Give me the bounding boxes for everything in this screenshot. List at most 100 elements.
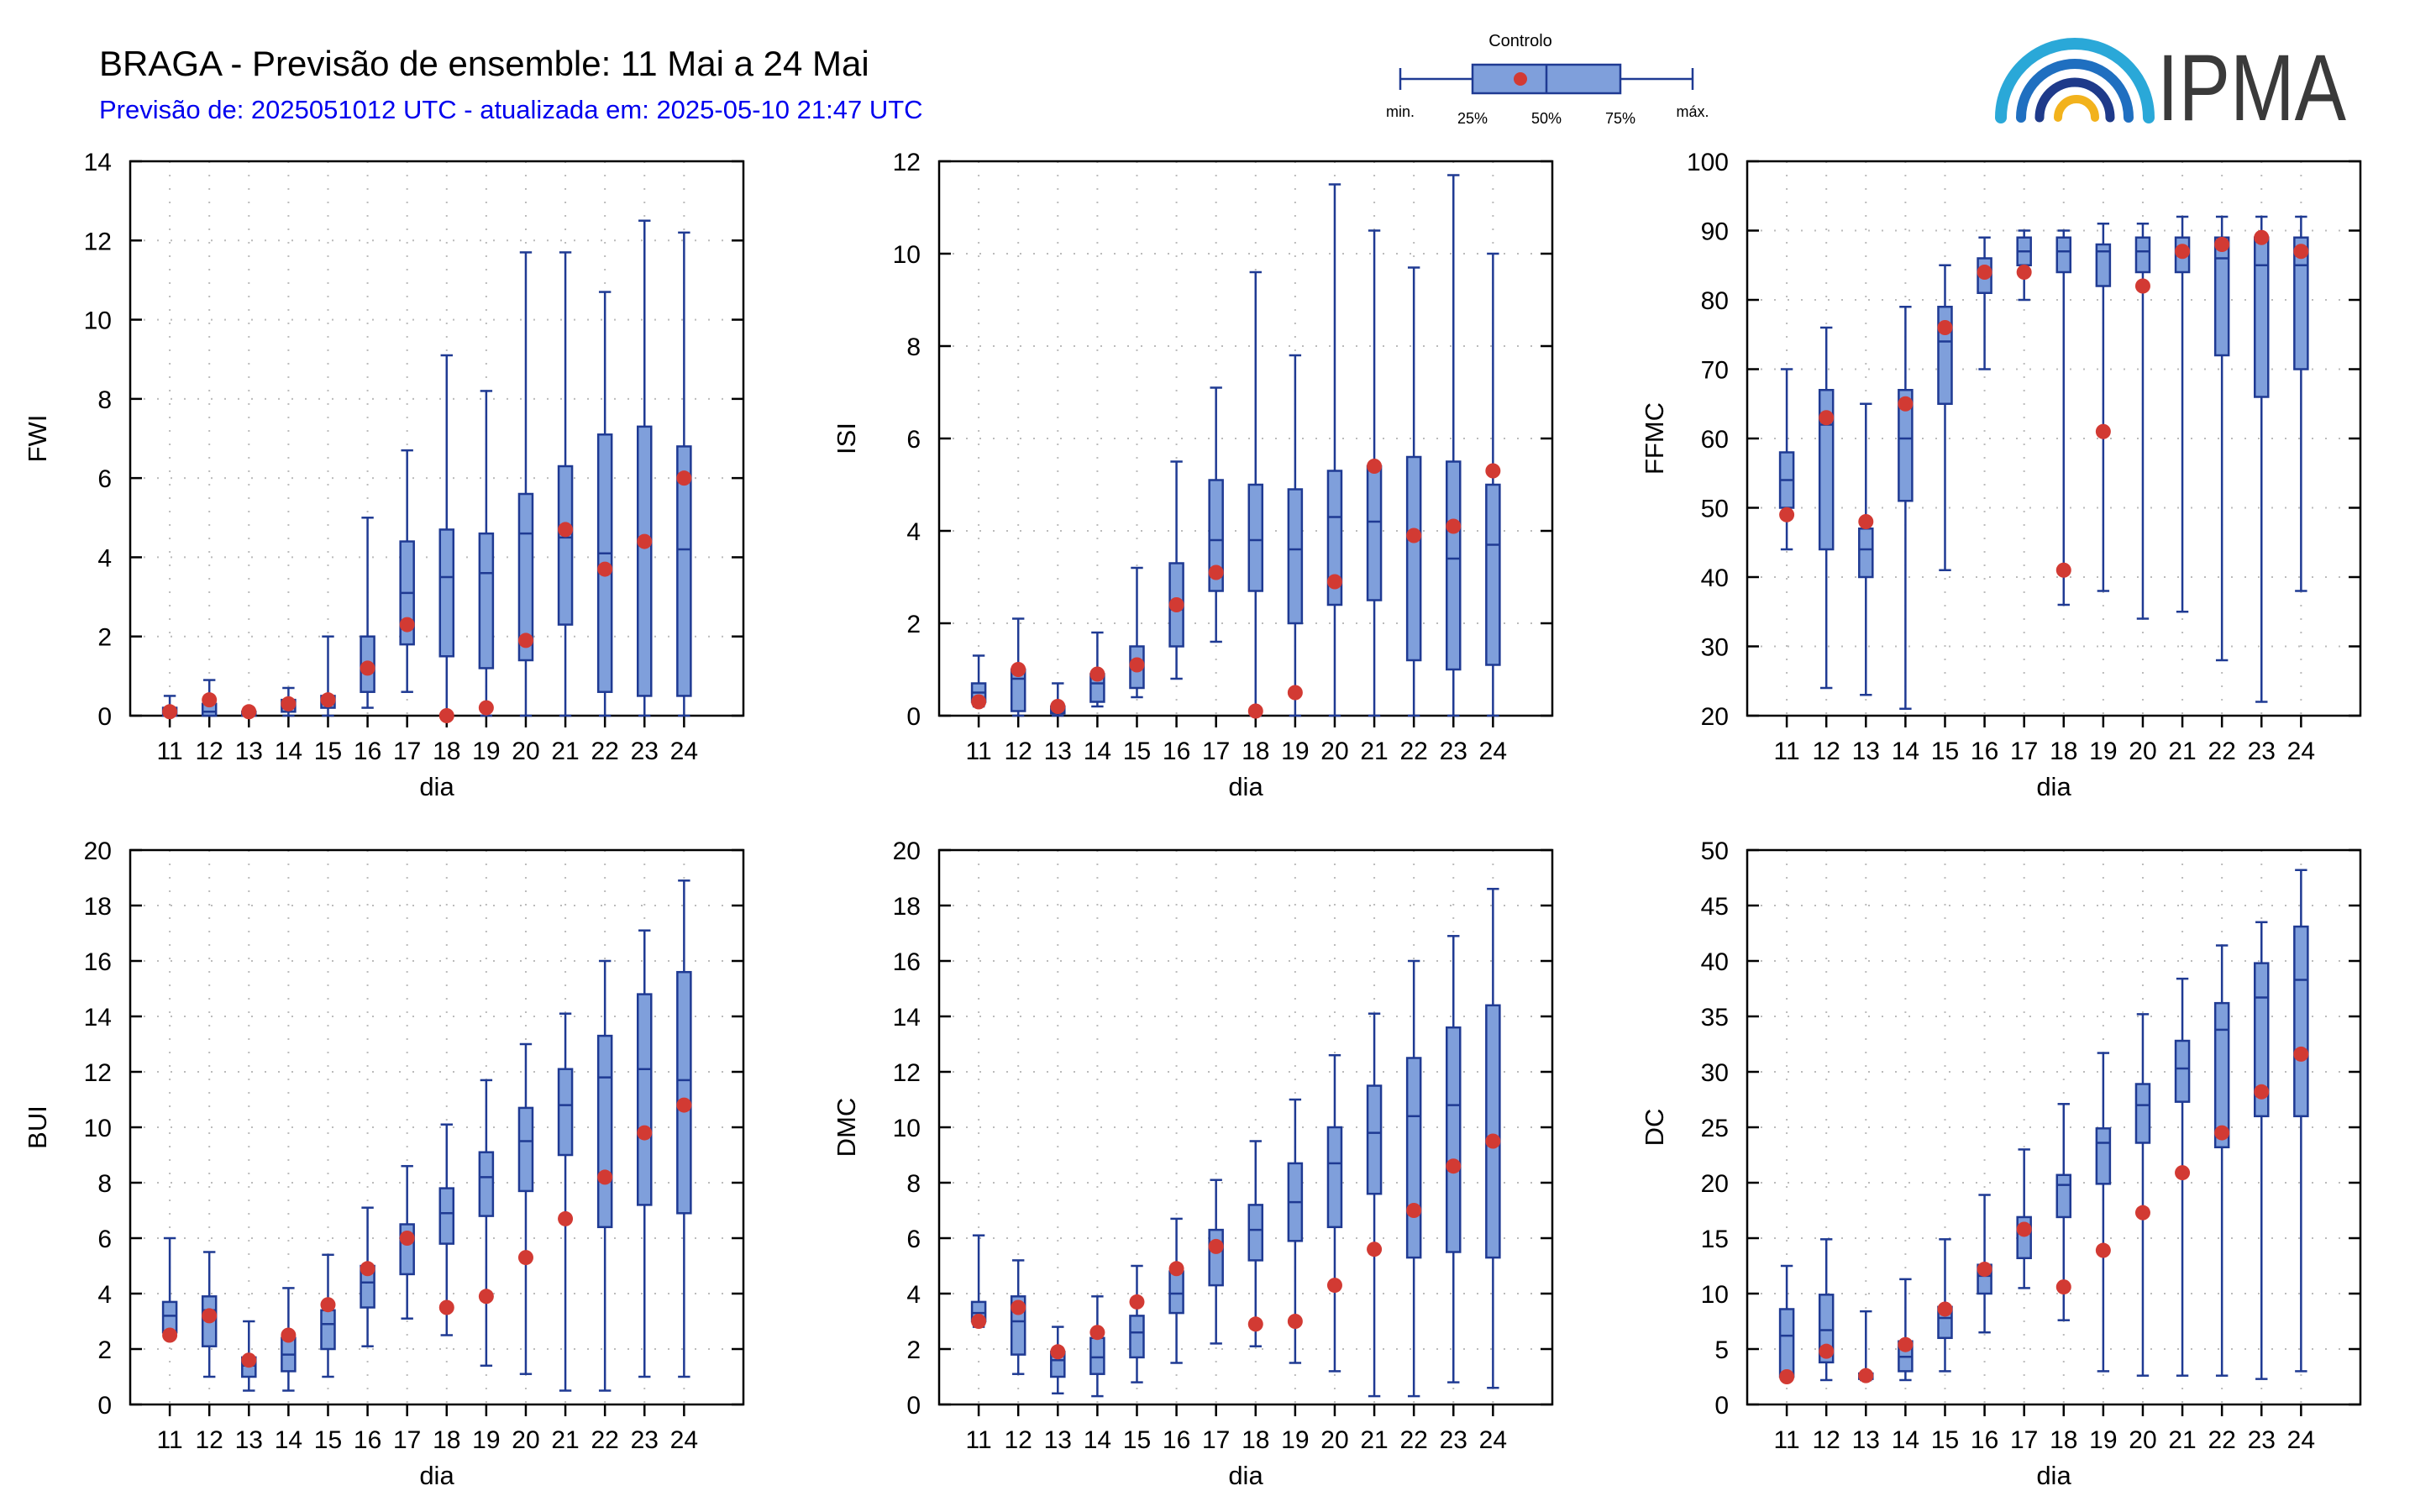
y-tick-label: 45 <box>1701 893 1729 921</box>
y-tick-label: 2 <box>906 611 921 638</box>
x-tick-label: 11 <box>157 738 183 765</box>
control-point <box>202 1308 218 1324</box>
control-point <box>1011 1299 1026 1315</box>
control-point <box>676 1097 692 1113</box>
control-point <box>1168 1261 1184 1277</box>
y-tick-label: 80 <box>1701 287 1729 315</box>
control-point <box>517 1250 533 1266</box>
control-point <box>1858 514 1874 529</box>
x-axis-label: dia <box>2036 1461 2071 1490</box>
x-tick-label: 20 <box>2129 738 2156 765</box>
x-tick-label: 14 <box>1084 738 1111 765</box>
control-point <box>360 660 375 676</box>
box-iqr <box>637 425 653 697</box>
x-tick-label: 18 <box>1242 738 1269 765</box>
control-point <box>1406 528 1422 543</box>
legend-q75-label: 75% <box>1605 110 1635 127</box>
y-tick-label: 10 <box>84 1115 112 1142</box>
box-iqr <box>676 970 692 1215</box>
x-tick-label: 24 <box>1479 738 1507 765</box>
x-tick-label: 21 <box>1360 1426 1388 1454</box>
x-tick-label: 23 <box>2248 738 2276 765</box>
x-tick-label: 23 <box>1440 738 1467 765</box>
control-point <box>1208 1238 1224 1254</box>
x-tick-label: 21 <box>551 738 579 765</box>
box-iqr <box>1778 451 1795 509</box>
y-tick-label: 0 <box>97 703 112 731</box>
y-tick-label: 10 <box>1701 1281 1729 1309</box>
x-tick-label: 19 <box>2089 738 2117 765</box>
x-tick-label: 24 <box>2287 738 2315 765</box>
control-point <box>2214 1125 2230 1141</box>
control-point <box>2175 1165 2191 1181</box>
x-tick-label: 13 <box>235 738 263 765</box>
control-point <box>2095 423 2111 439</box>
y-tick-label: 14 <box>84 1004 112 1032</box>
legend-control-label: Controlo <box>1488 32 1552 50</box>
y-tick-label: 6 <box>906 426 921 454</box>
logo-arc-outer <box>1995 38 2155 123</box>
box-iqr <box>2293 236 2309 370</box>
x-tick-label: 17 <box>1202 738 1230 765</box>
control-point <box>2293 244 2309 260</box>
x-tick-label: 16 <box>1971 738 1998 765</box>
x-tick-label: 12 <box>196 1426 223 1454</box>
chart-panel-ffmc: 20 30 40 50 60 70 80 90 100 11 12 13 14 15 16 17 18 19 20 2… <box>1640 149 2362 801</box>
control-point <box>1858 1368 1874 1383</box>
y-tick-label: 4 <box>97 1281 112 1309</box>
control-point <box>2254 1084 2270 1100</box>
box-iqr <box>1010 1295 1026 1356</box>
x-tick-label: 15 <box>1931 1426 1959 1454</box>
x-tick-label: 18 <box>2050 738 2077 765</box>
control-point <box>2214 237 2230 252</box>
control-point <box>1326 1278 1342 1294</box>
box-iqr <box>241 1356 257 1378</box>
y-tick-label: 8 <box>906 1170 921 1198</box>
x-tick-label: 19 <box>472 738 500 765</box>
control-point <box>1446 1158 1462 1174</box>
x-tick-label: 20 <box>512 1426 539 1454</box>
control-point <box>1011 662 1026 677</box>
box-iqr <box>2055 1173 2072 1219</box>
control-point <box>1977 265 1992 280</box>
box-iqr <box>1898 389 1914 502</box>
box-iqr <box>281 1336 297 1373</box>
box-iqr <box>1446 1026 1462 1253</box>
x-tick-label: 19 <box>1281 738 1309 765</box>
box-iqr <box>478 1151 495 1217</box>
box-iqr <box>517 492 534 662</box>
box-iqr <box>2016 236 2032 266</box>
box-iqr <box>1129 645 1145 690</box>
chart-title: BRAGA - Previsão de ensemble: 11 Mai a 2… <box>99 44 869 83</box>
y-tick-label: 25 <box>1701 1115 1729 1142</box>
control-point <box>1168 597 1184 612</box>
y-tick-label: 30 <box>1701 634 1729 662</box>
control-point <box>281 696 297 711</box>
y-tick-label: 20 <box>84 837 112 865</box>
box-iqr <box>637 993 653 1206</box>
y-tick-label: 0 <box>906 703 921 731</box>
control-point <box>281 1327 297 1343</box>
x-tick-label: 24 <box>670 738 698 765</box>
x-tick-label: 18 <box>1242 1426 1269 1454</box>
x-tick-label: 14 <box>275 738 302 765</box>
y-axis-label: FFMC <box>1640 402 1669 475</box>
box-iqr <box>2095 1127 2112 1185</box>
control-point <box>558 1210 574 1226</box>
control-point <box>971 1314 987 1329</box>
box-iqr <box>676 445 692 697</box>
y-tick-label: 4 <box>906 518 921 546</box>
box-iqr <box>2174 236 2191 274</box>
x-tick-label: 16 <box>1971 1426 1998 1454</box>
box-iqr <box>201 702 218 717</box>
box-iqr <box>161 1300 178 1334</box>
y-tick-label: 6 <box>97 1226 112 1253</box>
control-point <box>2016 1221 2032 1237</box>
y-tick-label: 5 <box>1714 1336 1729 1364</box>
box-iqr <box>1405 1057 1422 1259</box>
box-iqr <box>360 1264 375 1309</box>
x-tick-label: 16 <box>1163 1426 1190 1454</box>
box-iqr <box>2016 1215 2032 1260</box>
